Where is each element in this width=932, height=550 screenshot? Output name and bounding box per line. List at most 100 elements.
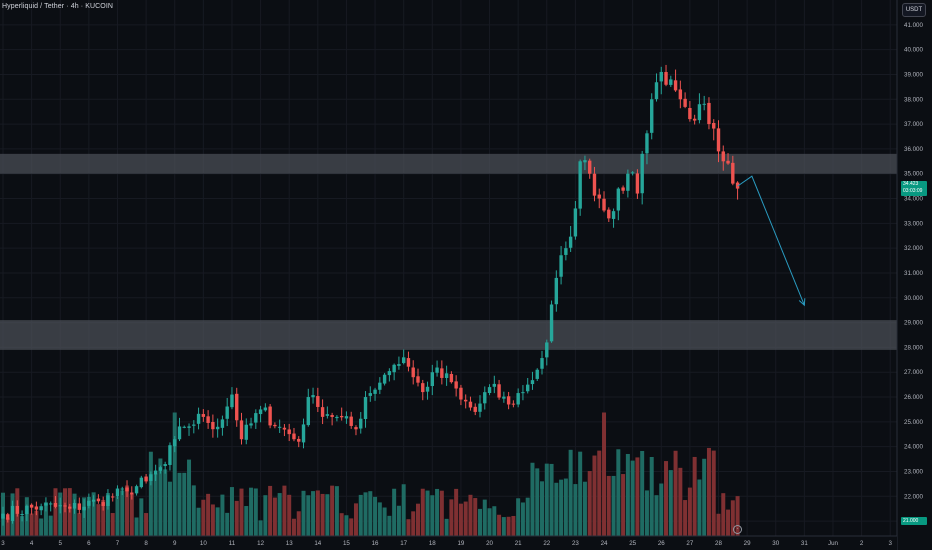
candle-body[interactable] [726,160,730,164]
candle-body[interactable] [297,438,301,442]
candle-body[interactable] [215,426,220,430]
candle-body[interactable] [292,433,296,440]
candle-body[interactable] [82,506,86,511]
candle-body[interactable] [440,368,444,378]
candle-body[interactable] [282,427,287,430]
candle-body[interactable] [125,487,129,492]
candle-body[interactable] [6,514,10,520]
zone-support[interactable] [0,320,897,350]
candle-body[interactable] [535,369,539,379]
candle-body[interactable] [301,424,306,443]
candle-body[interactable] [287,429,291,435]
candle-body[interactable] [559,255,563,277]
candle-body[interactable] [49,503,53,505]
candle-body[interactable] [702,103,706,105]
candle-body[interactable] [688,107,692,120]
candle-body[interactable] [607,209,611,219]
candle-body[interactable] [235,393,239,421]
candle-body[interactable] [20,514,24,516]
candle-body[interactable] [168,445,172,465]
candle-body[interactable] [63,505,67,507]
candle-body[interactable] [502,396,506,399]
candle-body[interactable] [111,496,115,498]
candle-body[interactable] [421,383,425,393]
candle-body[interactable] [258,409,263,415]
candle-body[interactable] [716,128,721,152]
candle-body[interactable] [630,172,635,174]
candle-body[interactable] [363,397,368,419]
candle-body[interactable] [392,364,396,373]
candle-body[interactable] [731,162,735,184]
candle-body[interactable] [626,173,630,191]
candle-body[interactable] [277,426,282,428]
candle-body[interactable] [478,403,482,412]
candle-body[interactable] [459,387,463,400]
candle-body[interactable] [101,502,105,506]
candle-body[interactable] [182,426,186,428]
candle-body[interactable] [344,416,349,419]
candle-body[interactable] [430,372,434,387]
candle-body[interactable] [254,413,258,423]
candle-body[interactable] [578,161,582,209]
candle-body[interactable] [416,376,420,383]
candle-body[interactable] [201,414,206,417]
candle-body[interactable] [187,426,191,428]
candle-body[interactable] [382,374,387,384]
candle-body[interactable] [368,393,372,396]
candle-body[interactable] [468,401,473,408]
candle-body[interactable] [683,98,687,107]
candle-body[interactable] [592,173,597,196]
candle-body[interactable] [373,389,377,394]
candle-body[interactable] [530,380,535,385]
candle-body[interactable] [173,439,177,447]
candle-body[interactable] [139,477,144,488]
candle-body[interactable] [91,499,96,502]
candle-body[interactable] [549,304,554,342]
candle-body[interactable] [120,488,124,490]
candle-body[interactable] [268,406,272,426]
candle-body[interactable] [721,151,725,162]
candle-body[interactable] [602,198,606,211]
candle-body[interactable] [244,424,248,440]
candle-body[interactable] [635,173,640,194]
candle-body[interactable] [230,394,234,408]
settings-circle-icon[interactable]: ◦ [733,525,742,534]
candle-body[interactable] [516,393,520,405]
candle-body[interactable] [645,133,649,154]
candle-body[interactable] [225,406,229,419]
candle-body[interactable] [573,208,578,237]
candle-body[interactable] [134,486,139,494]
candle-body[interactable] [220,419,225,428]
candle-body[interactable] [316,396,320,407]
candle-body[interactable] [163,464,167,467]
candle-body[interactable] [158,467,163,471]
candle-body[interactable] [273,424,277,427]
candle-body[interactable] [15,505,20,514]
candle-body[interactable] [425,386,430,392]
candle-body[interactable] [115,488,120,497]
candle-body[interactable] [506,396,511,405]
candle-body[interactable] [96,498,101,502]
candle-body[interactable] [659,71,663,82]
candle-body[interactable] [387,371,392,376]
candle-body[interactable] [311,395,315,398]
candle-body[interactable] [349,416,353,426]
candle-body[interactable] [444,373,449,379]
candle-body[interactable] [359,418,363,429]
candle-body[interactable] [211,421,215,430]
candle-body[interactable] [72,502,77,509]
candle-body[interactable] [53,502,58,507]
candle-body[interactable] [411,367,415,378]
candle-body[interactable] [492,383,497,387]
candle-body[interactable] [616,188,621,211]
candle-body[interactable] [406,358,411,367]
candle-body[interactable] [669,79,673,85]
candle-body[interactable] [149,474,153,481]
candle-body[interactable] [654,82,659,100]
candle-body[interactable] [325,414,330,416]
projection-line[interactable] [737,175,805,306]
candle-body[interactable] [712,122,716,129]
candle-body[interactable] [526,384,530,392]
candle-body[interactable] [25,505,29,515]
